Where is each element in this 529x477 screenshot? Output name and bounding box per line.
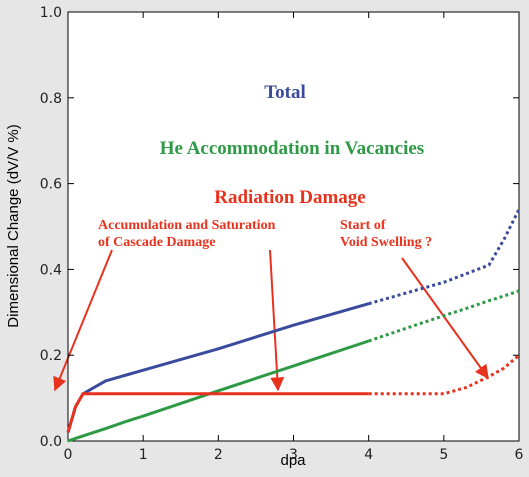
x-tick-label: 4 (364, 447, 373, 463)
y-tick-label: 0.0 (40, 434, 62, 450)
y-tick-label: 0.2 (40, 348, 62, 364)
series-line (368, 354, 520, 396)
x-axis-label: dpa (280, 452, 306, 469)
y-tick-label: 0.6 (40, 177, 62, 193)
series-line (67, 339, 370, 443)
y-tick-label: 0.4 (40, 262, 62, 278)
arrows (53, 249, 489, 392)
y-axis-label: Dimensional Change (dV/V %) (5, 124, 22, 327)
annotation: Accumulation and Saturation (98, 218, 276, 233)
x-tick-label: 0 (64, 447, 73, 463)
x-tick-label: 6 (515, 447, 524, 463)
arrow (269, 249, 285, 392)
x-tick-label: 5 (439, 447, 448, 463)
arrow (53, 249, 113, 392)
y-tick-label: 0.8 (40, 91, 62, 107)
annotation: of Cascade Damage (98, 235, 215, 250)
x-tick-label: 2 (214, 447, 223, 463)
annotation: Start of (340, 218, 386, 233)
annotation: Void Swelling ? (340, 235, 432, 250)
series-label: Total (264, 82, 306, 103)
x-tick-label: 1 (139, 447, 148, 463)
series-line (368, 289, 520, 343)
x-tick-label: 3 (289, 447, 298, 463)
series-line (66, 392, 369, 433)
series-label: He Accommodation in Vacancies (160, 138, 424, 159)
y-tick-label: 1.0 (40, 5, 62, 21)
plot-frame (67, 11, 520, 442)
series-line (368, 208, 521, 306)
series-label: Radiation Damage (214, 187, 365, 208)
arrow (401, 257, 489, 380)
